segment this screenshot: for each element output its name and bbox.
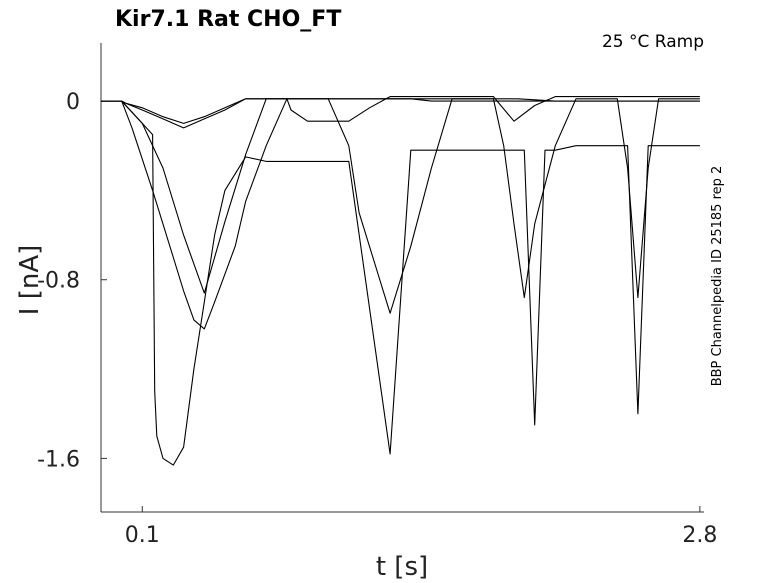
y-tick-label: -0.8 xyxy=(37,269,80,294)
current-trace-2 xyxy=(101,98,700,124)
channelpedia-id-label: BBP Channelpedia ID 25185 rep 2 xyxy=(710,166,725,387)
current-trace-5 xyxy=(101,100,700,466)
current-trace-4 xyxy=(101,98,700,330)
chart-title: Kir7.1 Rat CHO_FT xyxy=(115,7,341,32)
condition-annotation: 25 °C Ramp xyxy=(602,32,704,52)
y-tick-label: -1.6 xyxy=(37,447,80,472)
current-trace-1 xyxy=(101,96,700,129)
y-tick-label: 0 xyxy=(66,90,80,115)
y-axis-label: I [nA] xyxy=(15,245,45,315)
y-axis-ticks: 0 -0.8 -1.6 xyxy=(37,90,107,472)
current-trace-3 xyxy=(101,98,700,294)
x-axis-ticks: 0.1 2.8 xyxy=(125,506,717,548)
current-traces xyxy=(101,96,700,466)
x-tick-label: 0.1 xyxy=(125,523,160,548)
x-axis-label: t [s] xyxy=(376,552,428,582)
x-tick-label: 2.8 xyxy=(682,523,717,548)
